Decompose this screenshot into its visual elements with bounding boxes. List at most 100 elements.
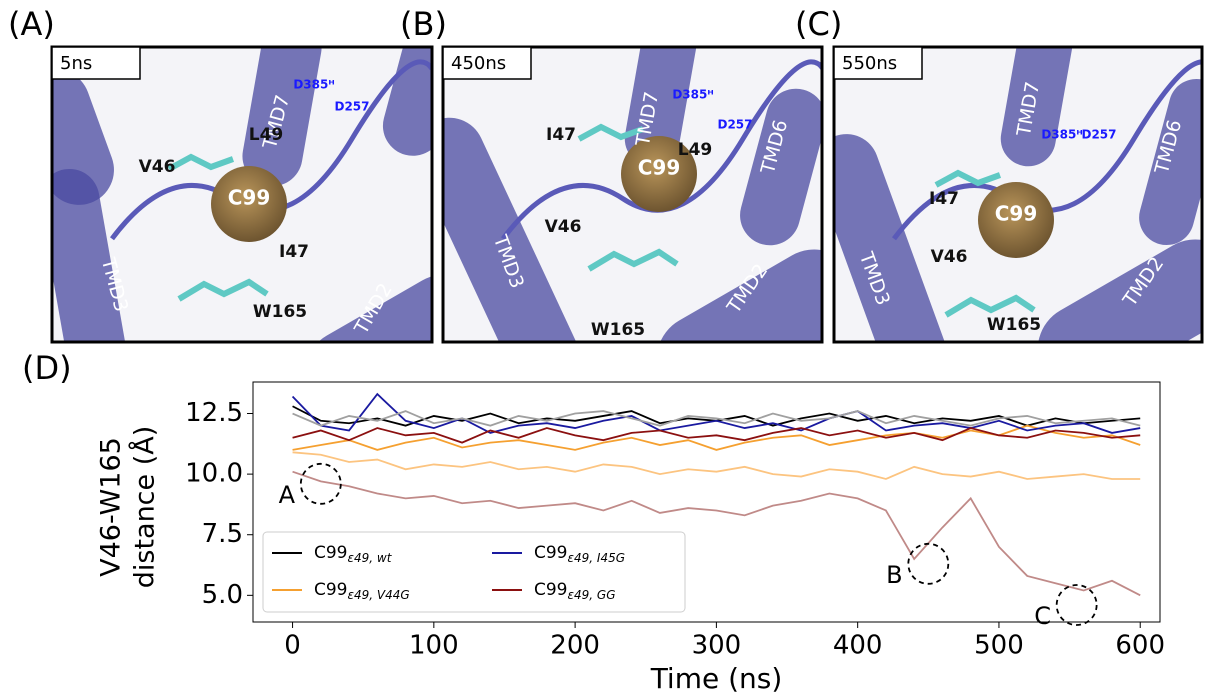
series-line: [292, 427, 1141, 444]
series-line: [291, 392, 1141, 434]
legend-label: C99ε49, GG: [534, 580, 616, 602]
residue-label: D385ᴴ: [672, 88, 713, 102]
loop: [892, 59, 1202, 241]
time-label: 450ns: [451, 53, 506, 74]
helix: [656, 249, 822, 342]
residue-label: L49: [249, 125, 284, 145]
side-chain: [934, 169, 1002, 188]
x-tick-label: 0: [284, 631, 301, 661]
panel-frame: [441, 45, 824, 344]
panel-letter: (C): [795, 5, 842, 43]
panel-frame: [832, 45, 1204, 344]
y-axis-label: V46-W165: [96, 437, 127, 577]
series-line: [292, 424, 1141, 451]
helix: [740, 88, 822, 246]
time-label: 5ns: [60, 53, 92, 74]
loop: [110, 59, 432, 241]
legend-subscript: ε49, wt: [348, 551, 393, 565]
panel-letter: (B): [400, 5, 447, 43]
c99-sphere: [978, 182, 1054, 258]
series-line: [292, 405, 1141, 427]
series-line: [292, 470, 1141, 597]
time-label: 550ns: [842, 53, 897, 74]
legend-subscript: ε49, GG: [568, 588, 616, 602]
annotation-circle: [299, 462, 342, 505]
helix: [443, 117, 582, 342]
annotation-circle: [907, 542, 950, 585]
residue-label: W165: [591, 320, 645, 340]
residue-label: V46: [139, 157, 176, 177]
x-tick-label: 600: [1115, 631, 1165, 661]
legend-label: C99ε49, V44G: [314, 580, 410, 602]
annotation-label: B: [886, 561, 902, 589]
plot-frame: [252, 381, 1161, 623]
helix: [1000, 47, 1073, 167]
residue-label: I47: [929, 189, 959, 209]
residue-label: D257: [334, 100, 369, 114]
y-tick-label: 10.0: [185, 459, 243, 489]
y-tick-label: 12.5: [185, 398, 243, 428]
x-tick-label: 200: [550, 631, 600, 661]
time-box: [51, 46, 141, 80]
side-chain: [587, 248, 679, 272]
residue-label: C99: [638, 156, 681, 180]
time-box: [833, 46, 923, 80]
residue-label: D385ᴴ: [293, 78, 334, 92]
panel-image: [52, 47, 432, 342]
residue-label: D257: [717, 118, 752, 132]
residue-label: V46: [545, 217, 582, 237]
helix: [1139, 78, 1202, 246]
legend-name: C99: [534, 580, 568, 600]
residue-label: C99: [995, 202, 1038, 226]
residue-label: C99: [228, 186, 271, 210]
x-tick-label: 400: [833, 631, 883, 661]
annotation-circle: [1055, 584, 1098, 626]
legend-subscript: ε49, I45G: [568, 551, 626, 565]
y-axis-label: distance (Å): [129, 426, 161, 589]
legend-name: C99: [314, 580, 348, 600]
residue-label: V46: [931, 247, 968, 267]
residue-label: I47: [279, 242, 309, 262]
residue-label: W165: [987, 315, 1041, 335]
series-line: [292, 410, 1141, 427]
panel-letter: (A): [8, 5, 55, 43]
panel-frame: [50, 45, 434, 344]
legend-label: C99ε49, wt: [314, 543, 393, 565]
helix: [1037, 239, 1202, 342]
helix: [242, 47, 322, 187]
side-chain: [577, 123, 645, 142]
helix: [382, 47, 432, 156]
legend-label: C99ε49, I45G: [534, 543, 625, 565]
residue-label: L49: [678, 140, 713, 160]
annotation-label: C: [1034, 602, 1051, 630]
time-box: [442, 46, 532, 80]
annotation-label: A: [279, 481, 296, 509]
residue-label: D257: [1081, 128, 1116, 142]
x-tick-label: 100: [409, 631, 459, 661]
y-tick-label: 5.0: [202, 580, 243, 610]
side-chain: [167, 153, 235, 172]
legend-subscript: ε49, V44G: [348, 588, 410, 602]
residue-label: W165: [253, 302, 307, 322]
c99-sphere: [621, 136, 697, 212]
legend-name: C99: [314, 543, 348, 563]
helix: [52, 69, 114, 205]
panel-image: [443, 47, 822, 342]
x-axis-label: Time (ns): [650, 662, 783, 695]
plot-area: [291, 392, 1141, 597]
side-chain: [177, 278, 269, 302]
legend-box: [262, 531, 686, 613]
side-chain: [944, 294, 1036, 318]
x-tick-label: 500: [974, 631, 1024, 661]
residue-label: D385ᴴ: [1041, 128, 1082, 142]
c99-sphere: [211, 166, 287, 242]
helix: [52, 168, 145, 342]
residue-label: I47: [546, 125, 576, 145]
panel-image: [834, 47, 1202, 342]
helix: [834, 134, 960, 342]
